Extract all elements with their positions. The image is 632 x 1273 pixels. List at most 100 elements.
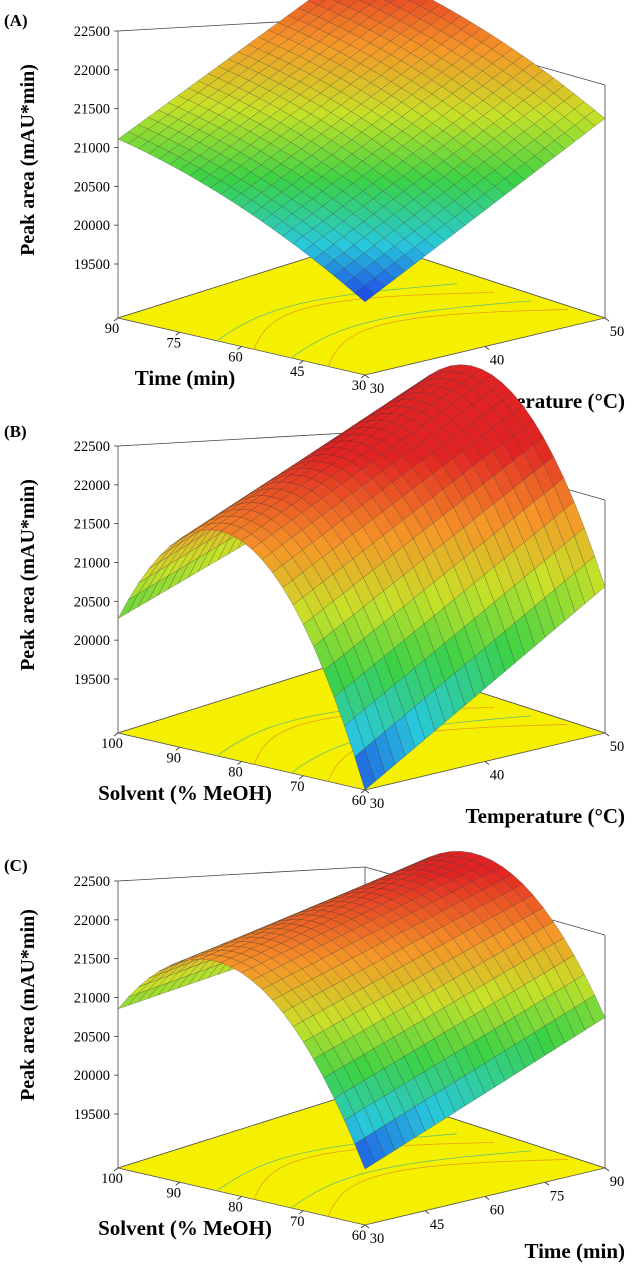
z-tick-label: 19500 [74, 672, 110, 688]
contour-line [327, 309, 568, 367]
contour-line [290, 1150, 531, 1209]
right-axis-tick-label: 75 [550, 1188, 565, 1204]
z-tick-label: 20000 [74, 218, 110, 234]
left-axis-tick-label: 45 [290, 364, 305, 380]
right-axis-tick-mark [484, 346, 490, 350]
z-tick-label: 21500 [74, 952, 110, 968]
z-tick-label: 22000 [74, 63, 110, 79]
z-axis-label: Peak area (mAU*min) [17, 64, 39, 256]
right-axis-tick-mark [364, 1224, 370, 1229]
contour-line [216, 283, 457, 342]
left-axis-tick-label: 60 [352, 1228, 367, 1244]
right-axis-tick-mark [544, 1181, 550, 1186]
right-axis-tick-mark [424, 1210, 430, 1215]
surface-cell [383, 0, 394, 3]
z-tick-label: 22500 [74, 24, 110, 40]
contour-line [253, 1141, 494, 1200]
left-axis-tick-label: 80 [228, 1200, 243, 1216]
z-tick-label: 21000 [74, 991, 110, 1007]
z-tick-label: 21000 [74, 556, 110, 572]
left-axis-tick-label: 70 [290, 779, 305, 795]
surface-cell [332, 0, 343, 3]
z-tick-label: 22000 [74, 913, 110, 929]
right-axis-tick-mark [604, 1167, 610, 1172]
left-axis-tick-mark [237, 761, 242, 765]
surface-cell [354, 285, 376, 303]
z-tick-label: 20500 [74, 179, 110, 195]
right-axis-tick-label: 50 [610, 324, 625, 340]
right-axis-tick-label: 60 [490, 1203, 505, 1219]
z-axis-label: Peak area (mAU*min) [17, 479, 39, 671]
left-axis-tick-label: 80 [228, 765, 243, 781]
z-tick-label: 19500 [74, 257, 110, 273]
left-axis-tick-mark [360, 789, 366, 794]
right-axis-tick-mark [604, 317, 610, 322]
left-axis-tick-label: 100 [101, 1171, 123, 1187]
right-axis-tick-label: 30 [370, 796, 385, 812]
right-axis-tick-label: 40 [490, 353, 505, 369]
contour-line [290, 300, 531, 359]
panel-b: (B) 22500 22000 21500 21000 20500 20000 19500 Pe… [4, 364, 625, 828]
z-tick-label: 21000 [74, 141, 110, 157]
surface-cell [354, 748, 376, 791]
z-tick-label: 20000 [74, 633, 110, 649]
panel-label: (C) [4, 856, 28, 875]
box-edge [117, 431, 366, 447]
z-tick-label: 22500 [74, 874, 110, 890]
left-axis-tick-mark [113, 1167, 119, 1172]
z-tick-label: 20000 [74, 1068, 110, 1084]
right-axis-label: Temperature (°C) [466, 804, 625, 828]
z-tick-label: 20500 [74, 594, 110, 610]
z-tick-label: 22500 [74, 439, 110, 455]
surface-cell [354, 1137, 376, 1170]
contour-line [253, 291, 494, 350]
z-tick-label: 20500 [74, 1029, 110, 1045]
z-tick-label: 21500 [74, 102, 110, 118]
left-axis-tick-label: 90 [105, 321, 120, 337]
left-axis-tick-mark [175, 1181, 180, 1186]
panel-a: (A) 22500 22000 21500 21000 20500 20000 19500 Pe… [4, 0, 625, 413]
left-axis-tick-label: 30 [352, 378, 367, 394]
right-axis-tick-label: 45 [430, 1217, 445, 1233]
left-axis-label: Solvent (% MeOH) [98, 781, 272, 805]
left-axis-tick-mark [360, 374, 366, 379]
panel-c: (C) 22500 22000 21500 21000 20500 20000 19500 Pe… [4, 851, 625, 1263]
left-axis-label: Time (min) [135, 366, 236, 390]
panel-label: (A) [4, 11, 28, 30]
contour-line [327, 1159, 568, 1217]
left-axis-tick-mark [113, 732, 119, 737]
right-axis-tick-mark [364, 374, 370, 379]
left-axis-label: Solvent (% MeOH) [98, 1216, 272, 1240]
box-edge [117, 866, 366, 882]
right-axis-tick-label: 30 [370, 1231, 385, 1247]
left-axis-tick-mark [175, 746, 180, 751]
right-axis-tick-mark [484, 761, 490, 765]
left-axis-tick-label: 100 [101, 736, 123, 752]
z-axis-label: Peak area (mAU*min) [17, 909, 39, 1101]
right-axis-tick-mark [604, 732, 610, 737]
left-axis-tick-label: 90 [167, 1185, 182, 1201]
left-axis-tick-mark [299, 1210, 304, 1215]
z-tick-label: 22000 [74, 478, 110, 494]
right-axis-tick-mark [364, 789, 370, 794]
right-axis-label: Time (min) [524, 1239, 625, 1263]
left-axis-tick-label: 60 [352, 793, 367, 809]
right-axis-tick-label: 90 [610, 1174, 625, 1190]
right-axis-tick-label: 30 [370, 381, 385, 397]
left-axis-tick-mark [113, 317, 119, 322]
left-axis-tick-mark [299, 360, 304, 365]
left-axis-tick-label: 75 [167, 335, 182, 351]
right-axis-tick-label: 50 [610, 739, 625, 755]
left-axis-tick-mark [360, 1224, 366, 1229]
z-tick-label: 19500 [74, 1107, 110, 1123]
z-tick-label: 21500 [74, 517, 110, 533]
left-axis-tick-mark [299, 775, 304, 780]
left-axis-tick-mark [237, 346, 242, 350]
panel-label: (B) [4, 422, 27, 441]
right-axis-tick-label: 40 [490, 768, 505, 784]
left-axis-tick-mark [237, 1196, 242, 1200]
left-axis-tick-mark [175, 331, 180, 336]
left-axis-tick-label: 90 [167, 750, 182, 766]
left-axis-tick-label: 70 [290, 1214, 305, 1230]
